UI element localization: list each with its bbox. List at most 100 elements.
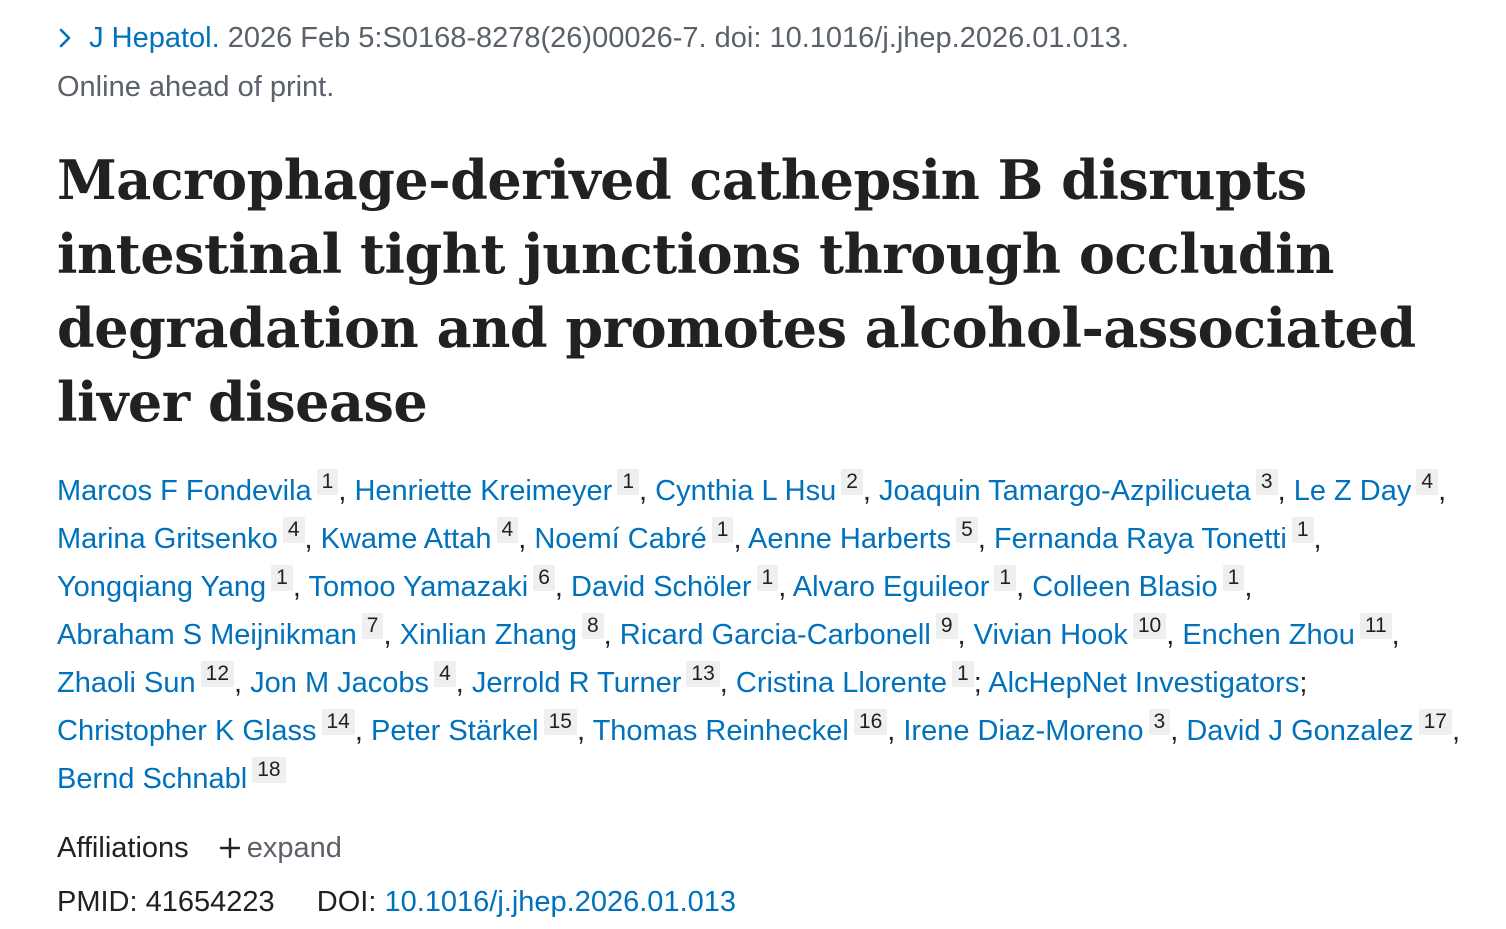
- author-item: Peter Stärkel 15,: [370, 709, 586, 748]
- author-separator: ,: [234, 667, 243, 700]
- author-name-link[interactable]: Enchen Zhou: [1182, 619, 1355, 652]
- author-name-link[interactable]: David J Gonzalez: [1186, 715, 1414, 748]
- affiliation-number-badge[interactable]: 1: [952, 661, 974, 688]
- author-separator: ,: [1170, 715, 1179, 748]
- author-separator: ,: [554, 571, 563, 604]
- author-name-link[interactable]: Irene Diaz-Moreno: [903, 715, 1144, 748]
- author-item: Cynthia L Hsu 2,: [655, 469, 871, 508]
- author-separator: ,: [957, 619, 966, 652]
- author-name-link[interactable]: Jon M Jacobs: [250, 667, 430, 700]
- pmid-value: 41654223: [145, 886, 275, 919]
- author-name-link[interactable]: Abraham S Meijnikman: [57, 619, 357, 652]
- author-separator: ,: [733, 523, 742, 556]
- article-title: Macrophage-derived cathepsin B disrupts …: [57, 148, 1416, 435]
- affiliation-number-badge[interactable]: 4: [434, 661, 456, 688]
- author-separator: ,: [1451, 715, 1461, 748]
- affiliation-number-badge[interactable]: 1: [756, 565, 779, 592]
- affiliation-number-badge[interactable]: 5: [956, 517, 978, 544]
- author-name-link[interactable]: David Schöler: [571, 571, 752, 604]
- affiliation-number-badge[interactable]: 18: [252, 757, 286, 784]
- author-name-link[interactable]: Marcos F Fondevila: [57, 475, 312, 508]
- author-name-link[interactable]: Joaquin Tamargo-Azpilicueta: [879, 475, 1251, 508]
- author-name-link[interactable]: Cynthia L Hsu: [655, 475, 837, 508]
- author-name-link[interactable]: Colleen Blasio: [1032, 571, 1218, 604]
- affiliation-number-badge[interactable]: 11: [1359, 613, 1392, 640]
- author-name-link[interactable]: Noemí Cabré: [534, 523, 707, 556]
- affiliation-number-badge[interactable]: 1: [316, 469, 339, 496]
- author-item: Ricard Garcia-Carbonell 9,: [619, 613, 966, 652]
- author-separator: ,: [1016, 571, 1025, 604]
- affiliation-number-badge[interactable]: 10: [1132, 613, 1167, 640]
- author-name-link[interactable]: Ricard Garcia-Carbonell: [619, 619, 931, 652]
- affiliation-number-badge[interactable]: 1: [711, 517, 734, 544]
- author-separator: ,: [576, 715, 586, 748]
- author-name-link[interactable]: Peter Stärkel: [370, 715, 539, 748]
- affiliation-number-badge[interactable]: 16: [853, 709, 888, 736]
- plus-icon[interactable]: [219, 821, 241, 875]
- affiliation-number-badge[interactable]: 14: [321, 709, 355, 736]
- author-name-link[interactable]: Fernanda Raya Tonetti: [993, 523, 1287, 556]
- affiliation-number-badge[interactable]: 1: [1291, 517, 1314, 544]
- author-name-link[interactable]: Aenne Harberts: [748, 523, 952, 556]
- author-name-link[interactable]: Henriette Kreimeyer: [354, 475, 613, 508]
- citation: J Hepatol. 2026 Feb 5:S0168-8278(26)0002…: [57, 14, 1477, 111]
- affiliations-expand-button[interactable]: expand: [246, 832, 342, 865]
- author-separator: ;: [973, 667, 982, 700]
- doi-link[interactable]: 10.1016/j.jhep.2026.01.013: [384, 886, 737, 919]
- author-name-link[interactable]: AlcHepNet Investigators: [988, 667, 1300, 700]
- author-name-link[interactable]: Zhaoli Sun: [57, 667, 196, 700]
- author-name-link[interactable]: Christopher K Glass: [57, 715, 317, 748]
- affiliation-number-badge[interactable]: 9: [935, 613, 958, 640]
- affiliation-number-badge[interactable]: 3: [1148, 709, 1171, 736]
- journal-link[interactable]: J Hepatol.: [89, 22, 220, 54]
- author-item: Yongqiang Yang 1,: [57, 565, 301, 604]
- author-name-link[interactable]: Bernd Schnabl: [57, 763, 248, 796]
- author-name-link[interactable]: Xinlian Zhang: [399, 619, 577, 652]
- author-separator: ,: [778, 571, 787, 604]
- author-item: Marcos F Fondevila 1,: [57, 469, 346, 508]
- affiliation-number-badge[interactable]: 17: [1418, 709, 1452, 736]
- affiliation-number-badge[interactable]: 4: [1416, 469, 1439, 496]
- affiliation-number-badge[interactable]: 8: [581, 613, 604, 640]
- author-item: Aenne Harberts 5,: [748, 517, 986, 556]
- author-name-link[interactable]: Cristina Llorente: [735, 667, 948, 700]
- affiliation-number-badge[interactable]: 1: [1222, 565, 1245, 592]
- author-name-link[interactable]: Le Z Day: [1293, 475, 1412, 508]
- author-item: Marina Gritsenko 4,: [57, 517, 313, 556]
- affiliation-number-badge[interactable]: 6: [533, 565, 555, 592]
- affiliation-number-badge[interactable]: 3: [1255, 469, 1278, 496]
- affiliation-number-badge[interactable]: 12: [200, 661, 235, 688]
- affiliation-number-badge[interactable]: 4: [282, 517, 305, 544]
- author-item: Xinlian Zhang 8,: [399, 613, 612, 652]
- author-separator: ,: [1244, 571, 1253, 604]
- author-item: Jerrold R Turner 13,: [471, 661, 728, 700]
- author-name-link[interactable]: Alvaro Eguileor: [792, 571, 990, 604]
- author-name-link[interactable]: Marina Gritsenko: [57, 523, 278, 556]
- author-separator: ,: [977, 523, 986, 556]
- author-name-link[interactable]: Tomoo Yamazaki: [308, 571, 529, 604]
- author-item: Joaquin Tamargo-Azpilicueta 3,: [879, 469, 1286, 508]
- author-item: Christopher K Glass 14,: [57, 709, 363, 748]
- author-item: Zhaoli Sun 12,: [57, 661, 243, 700]
- affiliation-number-badge[interactable]: 1: [271, 565, 293, 592]
- author-separator: ,: [1313, 523, 1322, 556]
- author-separator: ,: [518, 523, 527, 556]
- affiliation-number-badge[interactable]: 1: [617, 469, 640, 496]
- author-name-link[interactable]: Thomas Reinheckel: [592, 715, 849, 748]
- chevron-right-icon[interactable]: [57, 15, 81, 63]
- affiliation-number-badge[interactable]: 2: [841, 469, 863, 496]
- author-name-link[interactable]: Yongqiang Yang: [57, 571, 267, 604]
- affiliation-number-badge[interactable]: 15: [543, 709, 577, 736]
- affiliation-number-badge[interactable]: 4: [496, 517, 519, 544]
- author-separator: ,: [1438, 475, 1447, 508]
- author-name-link[interactable]: Kwame Attah: [320, 523, 492, 556]
- affiliation-number-badge[interactable]: 13: [686, 661, 720, 688]
- author-name-link[interactable]: Jerrold R Turner: [471, 667, 682, 700]
- author-separator: ,: [603, 619, 612, 652]
- author-name-link[interactable]: Vivian Hook: [973, 619, 1128, 652]
- affiliation-number-badge[interactable]: 7: [361, 613, 384, 640]
- affiliation-number-badge[interactable]: 1: [994, 565, 1017, 592]
- author-item: Cristina Llorente 1;: [735, 661, 982, 700]
- author-item: Bernd Schnabl 18: [57, 757, 286, 796]
- author-item: Vivian Hook 10,: [973, 613, 1174, 652]
